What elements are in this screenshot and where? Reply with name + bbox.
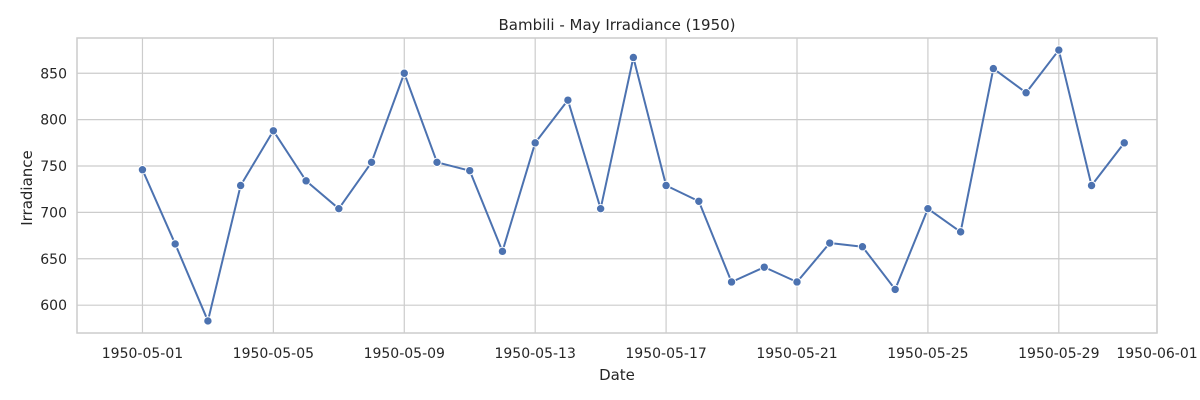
data-point [203, 316, 213, 326]
x-tick-label: 1950-05-25 [887, 346, 968, 362]
x-tick-label: 1950-05-29 [1018, 346, 1099, 362]
data-point [955, 227, 966, 237]
data-point [432, 157, 442, 168]
series-layer [137, 45, 1129, 326]
data-point [366, 157, 377, 168]
data-point [530, 138, 540, 148]
data-point [268, 126, 279, 136]
x-tick-label: 1950-06-01 [1116, 346, 1197, 362]
data-point [399, 68, 409, 78]
y-tick-label: 650 [40, 252, 67, 268]
series-line [141, 49, 1126, 322]
data-point [694, 196, 704, 206]
data-point [235, 180, 246, 191]
chart-title: Bambili - May Irradiance (1950) [498, 16, 735, 34]
x-axis-label: Date [599, 366, 635, 384]
x-tick-labels: 1950-05-01 1950-05-05 1950-05-09 1950-05-13… [102, 346, 1198, 362]
x-gridlines [141, 38, 1158, 333]
x-tick-label: 1950-05-09 [364, 346, 445, 362]
y-tick-label: 800 [40, 113, 67, 129]
y-tick-label: 750 [40, 159, 67, 175]
x-tick-label: 1950-05-17 [625, 346, 706, 362]
data-point [661, 180, 671, 191]
data-point [1086, 180, 1097, 191]
data-point [1054, 45, 1064, 55]
x-tick-label: 1950-05-01 [102, 346, 183, 362]
x-tick-label: 1950-05-05 [233, 346, 314, 362]
data-point [759, 262, 769, 272]
data-point [628, 52, 639, 63]
plot-area-frame [76, 37, 1158, 334]
data-point [1119, 138, 1129, 148]
data-point [726, 277, 737, 287]
y-tick-label: 850 [40, 66, 67, 82]
data-point [988, 63, 999, 74]
data-point [170, 239, 180, 249]
data-point [857, 242, 868, 252]
y-axis-label: Irradiance [18, 150, 36, 226]
y-tick-labels: 600 650 700 750 800 850 [40, 66, 67, 314]
y-tick-label: 600 [40, 298, 67, 314]
x-tick-label: 1950-05-21 [756, 346, 837, 362]
data-point [301, 176, 311, 186]
data-point [497, 246, 508, 257]
y-gridlines [77, 72, 1157, 306]
data-point [465, 165, 475, 176]
data-point [563, 95, 573, 105]
data-point [1021, 88, 1031, 98]
data-point [334, 203, 344, 214]
data-point [137, 165, 148, 175]
data-point [595, 203, 606, 214]
data-point [825, 238, 835, 248]
data-point [792, 277, 802, 287]
y-tick-label: 700 [40, 205, 67, 221]
data-point [923, 203, 933, 214]
data-point [890, 284, 900, 295]
x-tick-label: 1950-05-13 [494, 346, 575, 362]
